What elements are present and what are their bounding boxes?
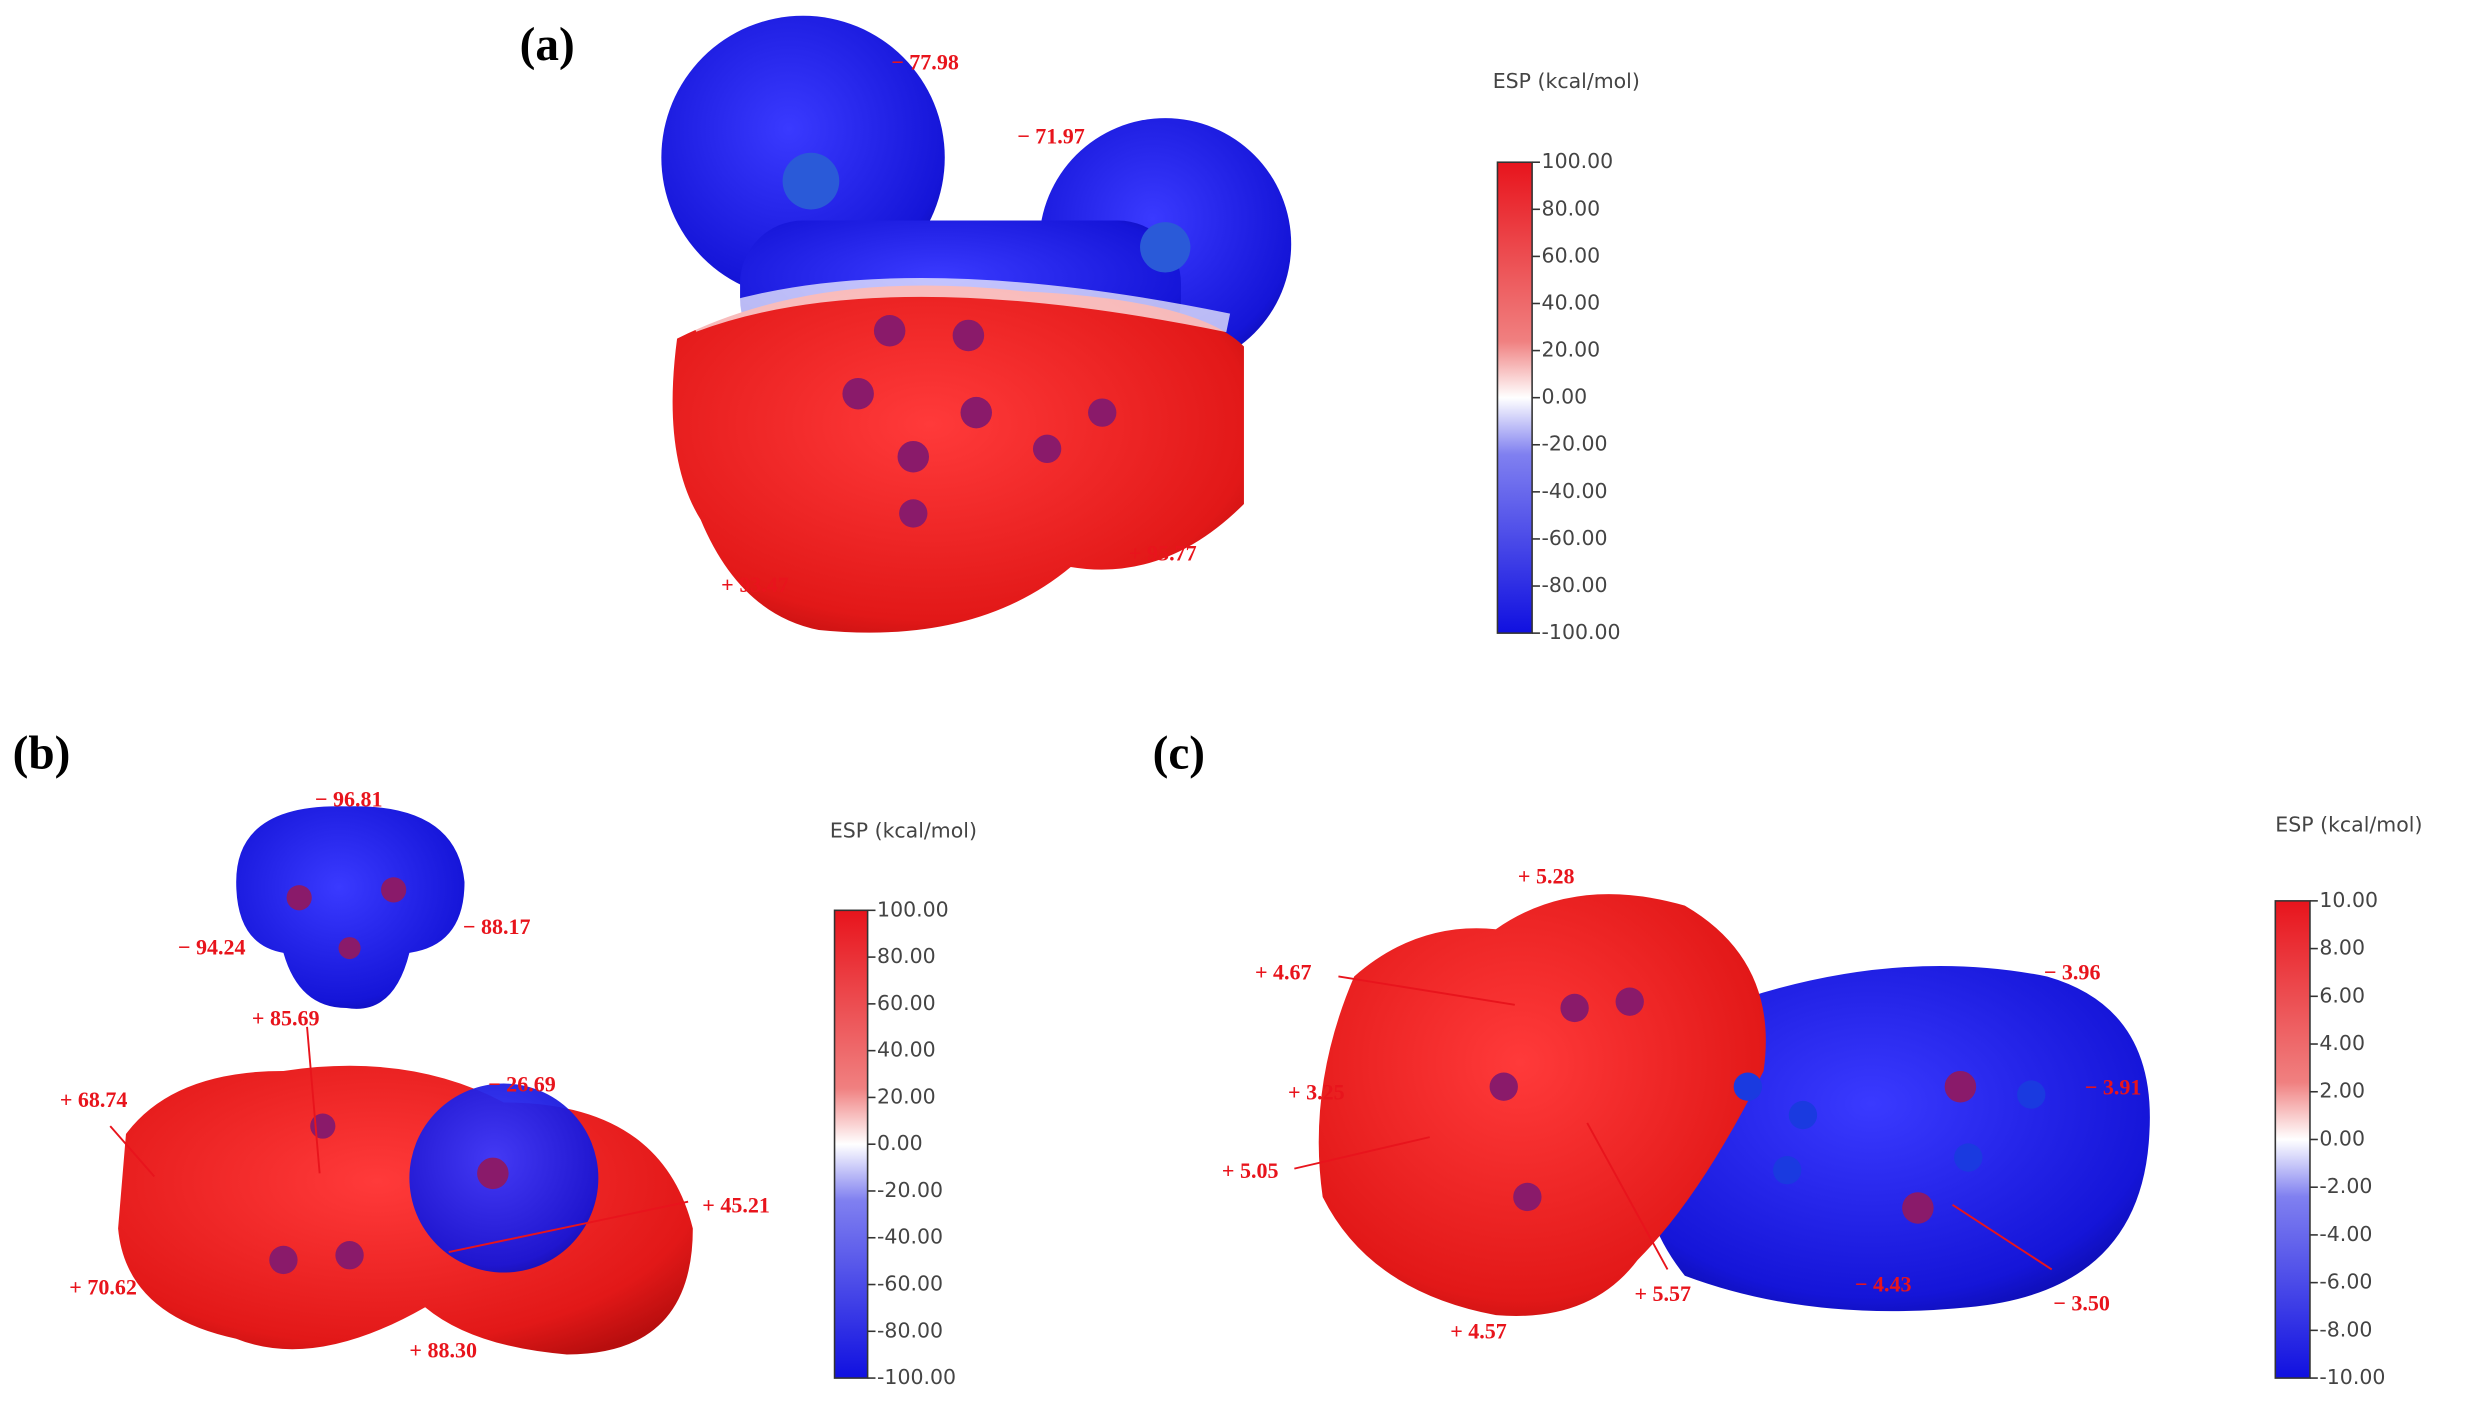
esp-value: + 4.57	[1450, 1319, 1507, 1344]
esp-value: + 5.05	[1222, 1158, 1279, 1183]
esp-value: + 3.25	[1288, 1079, 1345, 1104]
colorbar-tick-label: -80.00	[877, 1318, 943, 1342]
panel-label: (c)	[1153, 728, 1205, 780]
molecule-a	[661, 15, 1292, 633]
colorbar-tick-label: -6.00	[2319, 1270, 2372, 1294]
esp-value: + 5.28	[1518, 864, 1575, 889]
esp-value: + 95.77	[1129, 541, 1197, 566]
colorbar-tick-label: 0.00	[1542, 385, 1588, 409]
colorbar	[2274, 900, 2311, 1379]
esp-value: − 96.81	[315, 786, 383, 811]
esp-value: − 71.97	[1017, 123, 1085, 148]
colorbar	[833, 909, 869, 1379]
colorbar-tick-label: 100.00	[1542, 149, 1614, 173]
esp-value: − 3.96	[2044, 960, 2101, 985]
molecule-c	[1318, 894, 2150, 1316]
colorbar-tick-label: 40.00	[877, 1038, 936, 1062]
esp-value: + 93.47	[721, 572, 789, 597]
colorbar-tick-label: -4.00	[2319, 1222, 2372, 1246]
esp-value: + 4.67	[1255, 960, 1312, 985]
colorbar-tick-label: -2.00	[2319, 1174, 2372, 1198]
colorbar-tick-label: 10.00	[2319, 888, 2378, 912]
colorbar-tick-label: -60.00	[1542, 526, 1608, 550]
colorbar-tick-label: -20.00	[877, 1178, 943, 1202]
colorbar-tick-label: 8.00	[2319, 936, 2365, 960]
esp-value: + 45.21	[702, 1193, 770, 1218]
colorbar-tick-label: -40.00	[877, 1225, 943, 1249]
colorbar-tick-label: 4.00	[2319, 1031, 2365, 1055]
colorbar-title: ESP (kcal/mol)	[1493, 69, 1640, 93]
colorbar-tick-label: 60.00	[877, 991, 936, 1015]
esp-value: − 94.24	[178, 934, 246, 959]
colorbar-tick-label: -10.00	[2319, 1365, 2385, 1389]
colorbar	[1496, 161, 1533, 634]
esp-value: + 70.62	[69, 1275, 137, 1300]
colorbar-tick-label: 20.00	[1542, 338, 1601, 362]
colorbar-tick-label: 0.00	[877, 1131, 923, 1155]
colorbar-tick-label: -100.00	[1542, 620, 1621, 644]
colorbar-tick-label: 0.00	[2319, 1126, 2365, 1150]
esp-value: + 68.74	[60, 1087, 128, 1112]
colorbar-tick-label: -40.00	[1542, 479, 1608, 503]
molecule-b	[118, 806, 693, 1355]
colorbar-tick-label: 2.00	[2319, 1079, 2365, 1103]
colorbar-tick-label: 6.00	[2319, 983, 2365, 1007]
esp-value: − 4.43	[1855, 1271, 1912, 1296]
colorbar-tick-label: -80.00	[1542, 573, 1608, 597]
colorbar-tick-label: 80.00	[1542, 196, 1601, 220]
colorbar-tick-label: -60.00	[877, 1272, 943, 1296]
panel-label: (a)	[520, 19, 575, 71]
colorbar-tick-label: -8.00	[2319, 1317, 2372, 1341]
colorbar-tick-label: 40.00	[1542, 290, 1601, 314]
esp-value: − 26.69	[488, 1071, 556, 1096]
esp-value: + 88.30	[409, 1338, 477, 1363]
colorbar-tick-label: 100.00	[877, 897, 949, 921]
colorbar-tick-label: 60.00	[1542, 243, 1601, 267]
colorbar-tick-label: 20.00	[877, 1084, 936, 1108]
esp-value: − 3.50	[2053, 1290, 2110, 1315]
colorbar-tick-label: -20.00	[1542, 432, 1608, 456]
esp-value: − 77.98	[891, 49, 959, 74]
esp-value: − 3.91	[2085, 1075, 2142, 1100]
esp-value: + 5.57	[1634, 1281, 1691, 1306]
panel-label: (b)	[13, 728, 71, 780]
callout-arrows	[109, 975, 2053, 1271]
colorbar-title: ESP (kcal/mol)	[2275, 812, 2422, 836]
esp-value: + 85.69	[252, 1005, 320, 1030]
colorbar-title: ESP (kcal/mol)	[830, 819, 977, 843]
esp-value: − 88.17	[463, 914, 531, 939]
colorbar-tick-label: -100.00	[877, 1365, 956, 1389]
colorbar-tick-label: 80.00	[877, 944, 936, 968]
